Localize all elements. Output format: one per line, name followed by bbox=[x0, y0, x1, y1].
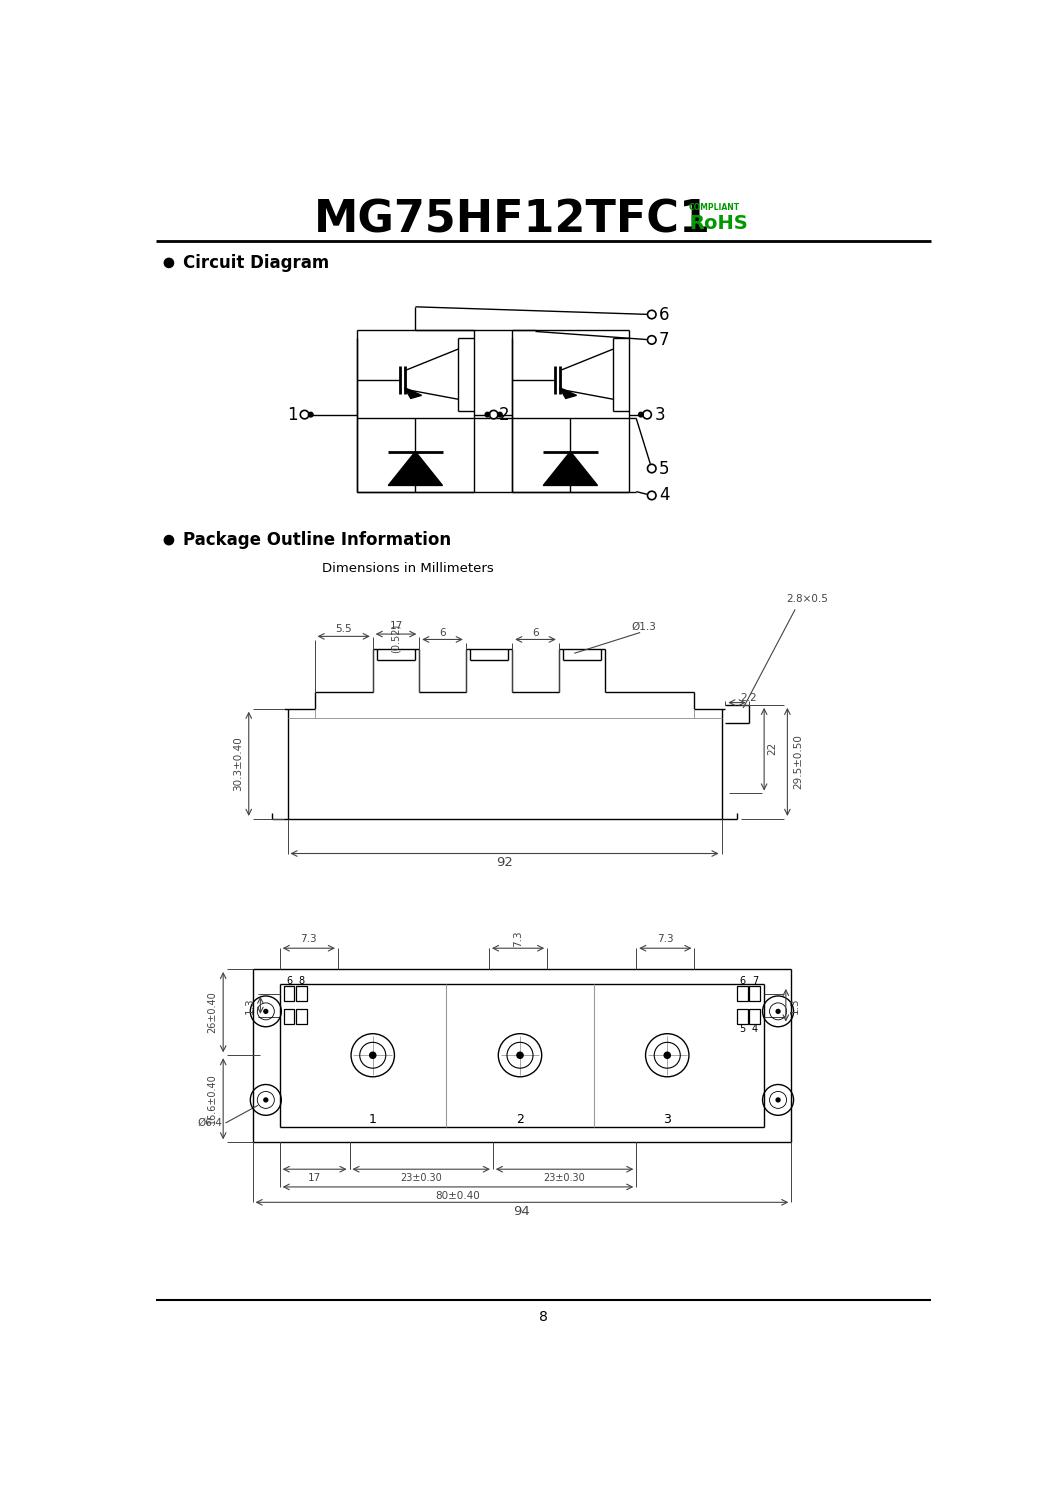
Text: 22: 22 bbox=[766, 742, 777, 755]
Text: 29.5±0.50: 29.5±0.50 bbox=[793, 734, 803, 789]
Bar bbox=[737, 1010, 748, 1025]
Circle shape bbox=[642, 410, 651, 419]
Text: 17: 17 bbox=[308, 1173, 321, 1183]
Bar bbox=[749, 986, 760, 1001]
Text: 5: 5 bbox=[739, 1025, 745, 1034]
Text: 6: 6 bbox=[532, 628, 538, 638]
Text: 8: 8 bbox=[538, 1311, 548, 1324]
Text: MG75HF12TFC1: MG75HF12TFC1 bbox=[314, 198, 711, 241]
Text: 2: 2 bbox=[516, 1113, 524, 1125]
Text: 6: 6 bbox=[659, 306, 670, 324]
Text: 1: 1 bbox=[369, 1113, 376, 1125]
Text: 7: 7 bbox=[752, 977, 758, 986]
Circle shape bbox=[164, 258, 174, 268]
Circle shape bbox=[665, 1052, 670, 1058]
Circle shape bbox=[648, 464, 656, 473]
Bar bbox=[284, 1010, 295, 1025]
Circle shape bbox=[264, 1098, 268, 1103]
Text: 7.3: 7.3 bbox=[656, 933, 673, 944]
Circle shape bbox=[517, 1052, 523, 1058]
Text: 80±0.40: 80±0.40 bbox=[436, 1191, 480, 1201]
Circle shape bbox=[308, 412, 313, 416]
Text: 23±0.30: 23±0.30 bbox=[544, 1173, 585, 1183]
Circle shape bbox=[490, 410, 498, 419]
Text: 7.3: 7.3 bbox=[513, 930, 523, 947]
Text: 6: 6 bbox=[740, 977, 745, 986]
Text: 6: 6 bbox=[286, 977, 293, 986]
Bar bbox=[296, 1010, 307, 1025]
Text: 5.5: 5.5 bbox=[335, 623, 352, 634]
Text: 23±0.30: 23±0.30 bbox=[400, 1173, 442, 1183]
Text: Ø6.4: Ø6.4 bbox=[197, 1118, 223, 1128]
Circle shape bbox=[776, 1098, 780, 1103]
Text: 17: 17 bbox=[389, 622, 403, 631]
Bar bbox=[284, 986, 295, 1001]
Text: 2.2: 2.2 bbox=[740, 694, 757, 703]
Text: 6: 6 bbox=[439, 628, 446, 638]
Circle shape bbox=[300, 410, 308, 419]
Text: 2.8×0.5: 2.8×0.5 bbox=[785, 595, 828, 604]
Circle shape bbox=[648, 310, 656, 319]
Circle shape bbox=[638, 412, 643, 416]
Text: 1.3: 1.3 bbox=[245, 996, 255, 1014]
Circle shape bbox=[776, 1010, 780, 1013]
Circle shape bbox=[648, 491, 656, 500]
Text: Ø1.3: Ø1.3 bbox=[632, 622, 656, 631]
Text: Package Outline Information: Package Outline Information bbox=[183, 532, 450, 550]
Text: RoHS: RoHS bbox=[689, 214, 747, 234]
Text: 7.3: 7.3 bbox=[300, 933, 317, 944]
Circle shape bbox=[164, 535, 174, 545]
Circle shape bbox=[370, 1052, 376, 1058]
Text: Circuit Diagram: Circuit Diagram bbox=[183, 255, 329, 273]
Text: 26±0.40: 26±0.40 bbox=[208, 992, 217, 1034]
Text: 30.3±0.40: 30.3±0.40 bbox=[233, 736, 243, 791]
Bar bbox=[737, 986, 748, 1001]
Polygon shape bbox=[405, 388, 422, 398]
Text: 1: 1 bbox=[287, 406, 298, 424]
Text: 2: 2 bbox=[499, 406, 510, 424]
Polygon shape bbox=[543, 451, 598, 485]
Text: 5: 5 bbox=[659, 460, 670, 478]
Text: 7: 7 bbox=[659, 331, 670, 349]
Bar bbox=[749, 1010, 760, 1025]
Text: 3: 3 bbox=[654, 406, 665, 424]
Text: (0.52): (0.52) bbox=[391, 623, 401, 653]
Text: 3: 3 bbox=[664, 1113, 671, 1125]
Polygon shape bbox=[388, 451, 442, 485]
Circle shape bbox=[264, 1010, 268, 1013]
Polygon shape bbox=[560, 388, 577, 398]
Text: 16.6±0.40: 16.6±0.40 bbox=[208, 1073, 217, 1124]
Text: 8: 8 bbox=[298, 977, 304, 986]
Circle shape bbox=[485, 412, 490, 416]
Text: 92: 92 bbox=[496, 857, 513, 869]
Text: Dimensions in Millimeters: Dimensions in Millimeters bbox=[322, 562, 494, 575]
Circle shape bbox=[497, 412, 502, 416]
Circle shape bbox=[648, 336, 656, 345]
Text: 94: 94 bbox=[513, 1204, 530, 1218]
Text: 4: 4 bbox=[752, 1025, 758, 1034]
Bar bbox=[296, 986, 307, 1001]
Text: 4: 4 bbox=[659, 487, 670, 505]
Text: 1.3: 1.3 bbox=[790, 996, 800, 1014]
Text: COMPLIANT: COMPLIANT bbox=[689, 204, 740, 213]
